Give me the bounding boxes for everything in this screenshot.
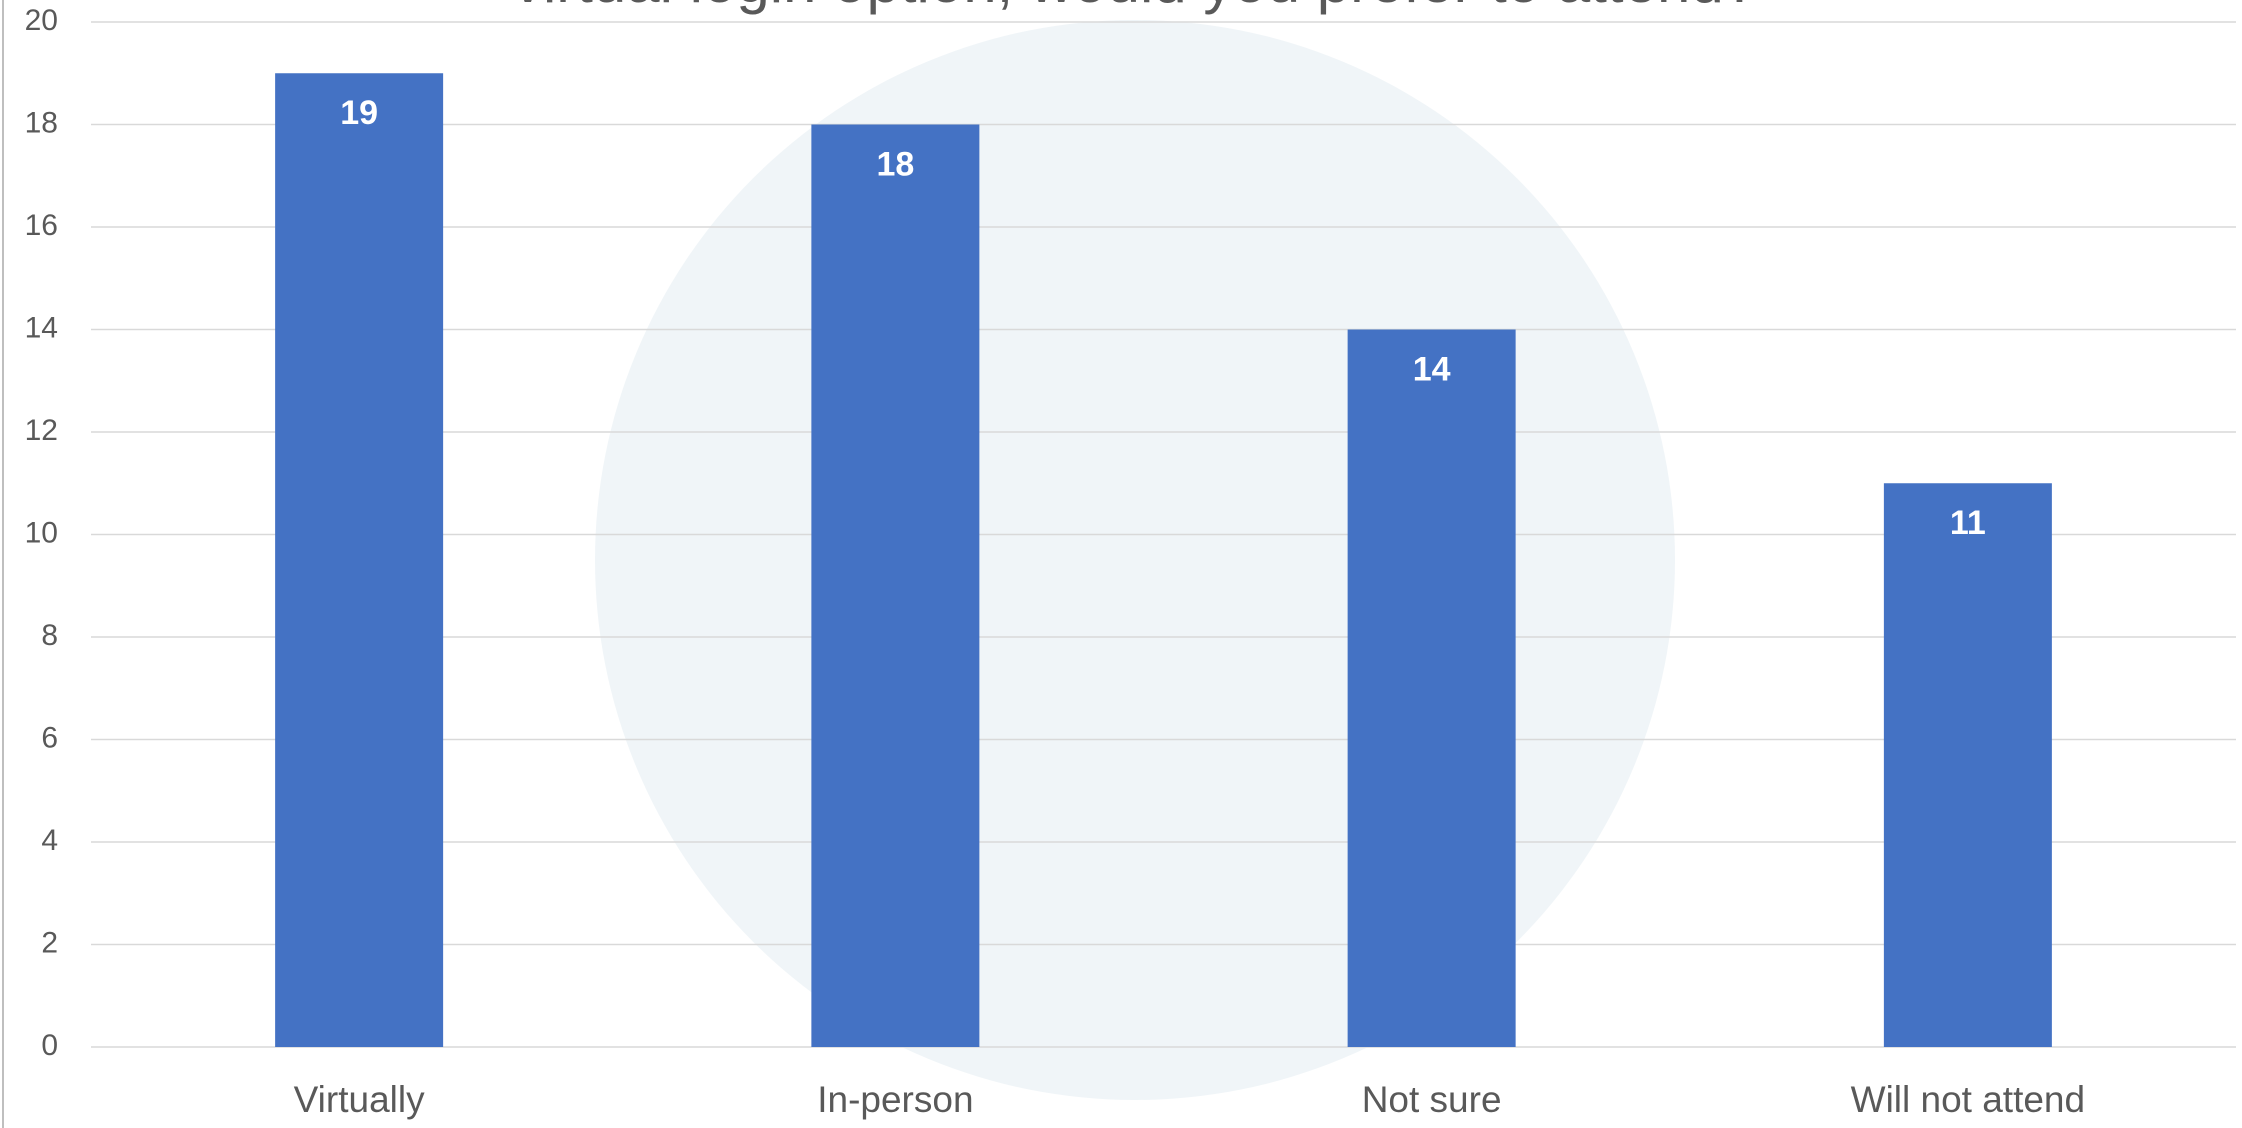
y-tick-label: 8 bbox=[41, 619, 58, 652]
y-tick-label: 20 bbox=[25, 4, 58, 37]
y-tick-label: 6 bbox=[41, 721, 58, 754]
y-tick-label: 12 bbox=[25, 414, 58, 447]
y-tick-label: 16 bbox=[25, 209, 58, 242]
y-tick-label: 14 bbox=[25, 311, 58, 344]
y-tick-label: 18 bbox=[25, 106, 58, 139]
y-tick-label: 4 bbox=[41, 824, 58, 857]
x-tick-label: Will not attend bbox=[1851, 1079, 2085, 1120]
x-tick-label: Virtually bbox=[294, 1079, 425, 1120]
data-label: 18 bbox=[876, 145, 914, 183]
y-tick-label: 2 bbox=[41, 926, 58, 959]
chart-title: virtual login option, would you prefer t… bbox=[513, 0, 1757, 15]
bar bbox=[811, 124, 980, 1047]
x-tick-label: In-person bbox=[817, 1079, 973, 1120]
x-tick-label: Not sure bbox=[1362, 1079, 1502, 1120]
data-label: 11 bbox=[1950, 504, 1986, 542]
bar bbox=[275, 73, 444, 1047]
y-tick-label: 10 bbox=[25, 516, 58, 549]
y-tick-label: 0 bbox=[41, 1029, 58, 1062]
data-label: 19 bbox=[340, 94, 378, 132]
bar bbox=[1347, 329, 1516, 1047]
data-label: 14 bbox=[1413, 350, 1451, 388]
bar bbox=[1883, 483, 2052, 1047]
